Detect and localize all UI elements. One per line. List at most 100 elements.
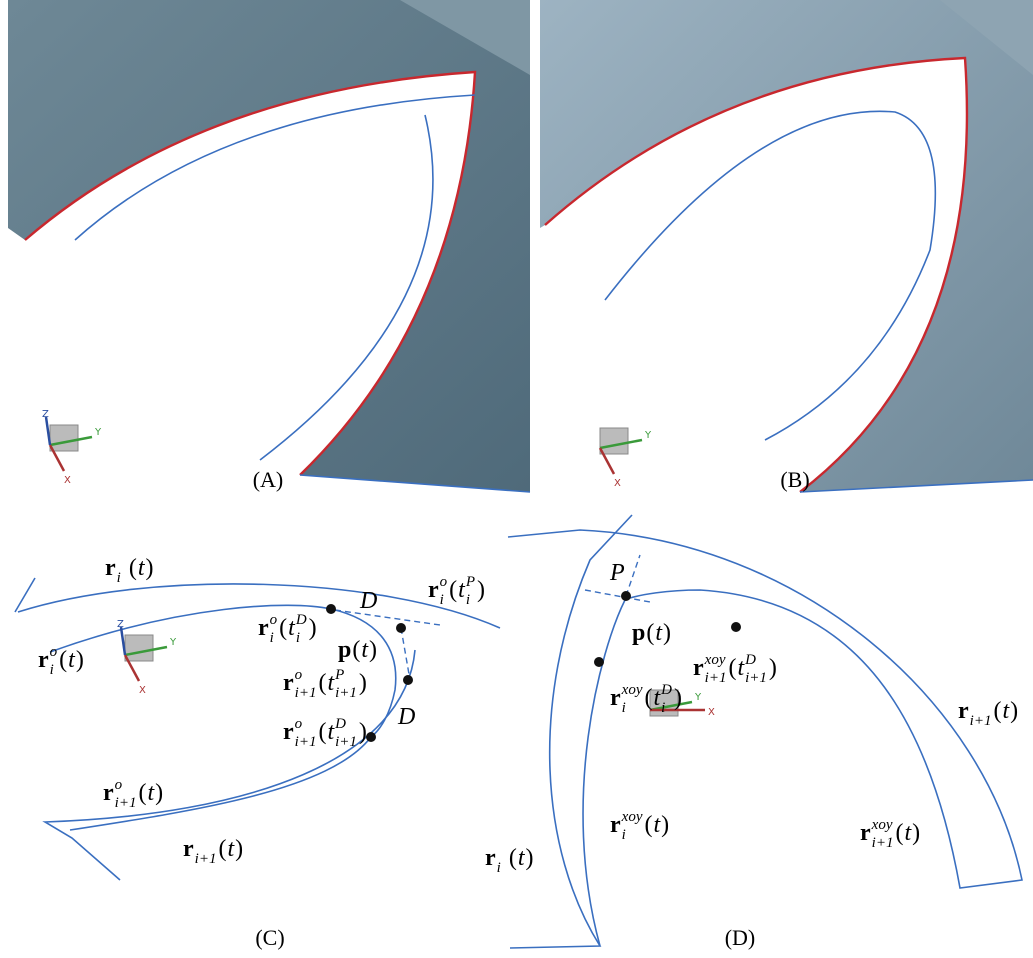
math-token: ) [663, 620, 671, 646]
math-token: r [258, 615, 269, 641]
math-label: p(t) [338, 637, 377, 663]
math-sub: i [117, 570, 121, 586]
axis-letter: Z [117, 619, 124, 630]
math-token: ( [352, 637, 360, 663]
math-label: D [397, 704, 415, 730]
math-token: ( [318, 719, 326, 745]
math-label: roi+1(t) [103, 777, 163, 811]
math-token: ( [138, 780, 146, 806]
panel-label: (D) [725, 925, 756, 950]
math-token: r [183, 836, 194, 862]
math-token: ( [503, 845, 517, 871]
math-token: r [103, 780, 114, 806]
math-token: ) [309, 615, 317, 641]
math-sup: D [744, 652, 756, 668]
math-token: r [693, 655, 704, 681]
math-token: ( [59, 647, 67, 673]
math-token: ( [279, 615, 287, 641]
axis-letter: X [708, 707, 715, 718]
math-sup: xoy [621, 682, 643, 698]
math-token: r [610, 685, 621, 711]
math-sub: i [50, 662, 54, 678]
math-sup: o [50, 644, 58, 660]
math-token: ) [661, 812, 669, 838]
math-token: ( [644, 812, 652, 838]
panel-d [508, 515, 1022, 948]
axis-letter: X [64, 475, 71, 486]
panel-label: (B) [780, 467, 809, 492]
math-label: roi+1(tDi+1) [283, 716, 367, 750]
math-token: r [428, 577, 439, 603]
math-token: ) [526, 845, 534, 871]
triad-cube [600, 428, 628, 454]
math-label: p(t) [632, 620, 671, 646]
math-token: ) [235, 836, 243, 862]
figure: (A)ZYX(B)YX(C)ZYX(D)YXri (t)roi(tPi)Droi… [0, 0, 1033, 958]
math-sup: o [295, 716, 303, 732]
math-token: ( [449, 577, 457, 603]
math-token: ( [728, 655, 736, 681]
math-sub: i+1 [335, 685, 357, 701]
math-token: ( [218, 836, 226, 862]
math-sub: i+1 [745, 670, 767, 686]
math-label: D [359, 588, 377, 614]
math-token: ) [369, 637, 377, 663]
math-sup: o [295, 667, 303, 683]
math-token: ( [895, 820, 903, 846]
math-token: ) [155, 780, 163, 806]
math-sup: o [115, 777, 123, 793]
math-token: D [397, 704, 415, 730]
math-token: ( [318, 670, 326, 696]
math-token: ) [477, 577, 485, 603]
panel-a [8, 0, 530, 495]
math-sup: P [465, 574, 475, 590]
math-sub: i+1 [195, 851, 217, 867]
math-token: r [958, 698, 969, 724]
math-sub: i [622, 827, 626, 843]
panel-b [540, 0, 1033, 495]
triad-cube [50, 425, 78, 451]
math-token: ) [674, 685, 682, 711]
axis-letter: Y [644, 430, 652, 441]
axis-triad: ZYX [117, 619, 177, 696]
math-sup: xoy [704, 652, 726, 668]
math-sub: i [270, 630, 274, 646]
math-sub: i+1 [335, 734, 357, 750]
math-token: r [283, 719, 294, 745]
math-token: p [338, 637, 351, 663]
math-sup: D [334, 716, 346, 732]
axis-letter: Z [42, 409, 49, 420]
math-token: r [610, 812, 621, 838]
math-label: roi(tDi) [258, 612, 317, 646]
math-label: P [609, 560, 625, 586]
math-token: ) [1010, 698, 1018, 724]
math-token: ( [646, 620, 654, 646]
math-sup: xoy [871, 817, 893, 833]
math-token: r [485, 845, 496, 871]
math-sub: i+1 [872, 835, 894, 851]
math-sup: P [334, 667, 344, 683]
math-label: ri+1(t) [183, 836, 243, 867]
math-sup: xoy [621, 809, 643, 825]
panel-label: (A) [253, 467, 284, 492]
axis-letter: Y [694, 692, 702, 703]
math-sub: i [440, 592, 444, 608]
math-sup: D [295, 612, 307, 628]
math-sub: i+1 [970, 713, 992, 729]
math-label: ri (t) [485, 845, 534, 876]
axis-letter: Y [94, 427, 102, 438]
math-sub: i+1 [115, 795, 137, 811]
math-sup: o [270, 612, 278, 628]
panel-label: (C) [255, 925, 284, 950]
math-token: ) [359, 670, 367, 696]
math-label: roi+1(tPi+1) [283, 667, 367, 701]
math-token: ( [644, 685, 652, 711]
math-token: p [632, 620, 645, 646]
math-token: r [38, 647, 49, 673]
math-token: ) [76, 647, 84, 673]
